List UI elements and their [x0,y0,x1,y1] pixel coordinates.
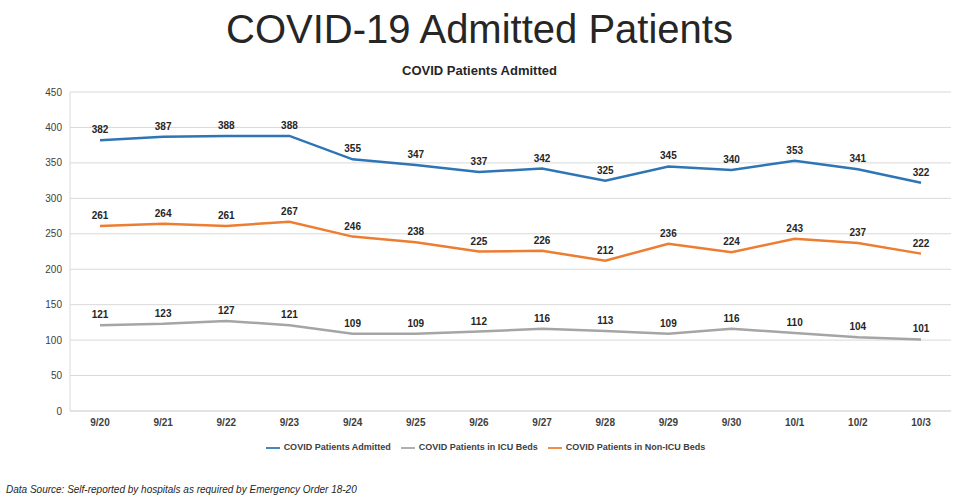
svg-text:116: 116 [534,313,551,324]
svg-text:388: 388 [218,120,235,131]
html-text:COVID Patients in Non-ICU Beds: COVID Patients in Non-ICU Beds [565,442,706,453]
svg-text:10/3: 10/3 [911,417,931,428]
svg-text:110: 110 [787,317,804,328]
svg-text:355: 355 [344,143,361,154]
svg-text:450: 450 [45,87,62,98]
svg-text:300: 300 [45,193,62,204]
svg-text:246: 246 [344,221,361,232]
svg-text:0: 0 [56,406,62,417]
svg-text:387: 387 [155,121,172,132]
svg-text:9/27: 9/27 [532,417,552,428]
svg-text:237: 237 [850,227,867,238]
svg-text:264: 264 [155,208,172,219]
svg-text:109: 109 [344,318,361,329]
svg-text:342: 342 [534,153,551,164]
svg-text:224: 224 [723,236,740,247]
svg-text:222: 222 [913,238,930,249]
svg-text:150: 150 [45,299,62,310]
svg-text:388: 388 [281,120,298,131]
svg-text:104: 104 [850,321,867,332]
svg-text:226: 226 [534,235,551,246]
html-text:COVID-19 Admitted Patients: COVID-19 Admitted Patients [226,7,733,51]
svg-text:353: 353 [786,145,803,156]
svg-text:9/26: 9/26 [469,417,489,428]
svg-text:345: 345 [660,150,677,161]
html-text:Data Source: Self-reported by: Data Source: Self-reported by hospitals … [6,484,357,495]
svg-text:9/25: 9/25 [406,417,426,428]
svg-text:9/23: 9/23 [280,417,300,428]
svg-text:341: 341 [850,153,867,164]
svg-text:123: 123 [155,308,172,319]
html-text:COVID Patients Admitted: COVID Patients Admitted [283,442,391,453]
svg-text:127: 127 [218,305,235,316]
svg-text:340: 340 [723,154,740,165]
svg-text:121: 121 [281,309,298,320]
svg-text:337: 337 [471,156,488,167]
svg-text:9/29: 9/29 [659,417,679,428]
svg-text:116: 116 [723,313,740,324]
svg-text:9/20: 9/20 [90,417,110,428]
svg-text:382: 382 [92,124,109,135]
svg-text:101: 101 [913,323,930,334]
svg-text:225: 225 [471,236,488,247]
svg-text:50: 50 [51,370,63,381]
html-text:COVID Patients Admitted: COVID Patients Admitted [402,63,557,78]
svg-text:9/21: 9/21 [153,417,173,428]
svg-text:109: 109 [407,318,424,329]
svg-text:267: 267 [281,206,298,217]
svg-text:347: 347 [407,149,424,160]
svg-text:9/30: 9/30 [722,417,742,428]
svg-text:243: 243 [786,223,803,234]
svg-text:325: 325 [597,165,614,176]
html-text:COVID Patients in ICU Beds: COVID Patients in ICU Beds [418,442,538,453]
svg-text:261: 261 [92,210,109,221]
svg-text:109: 109 [660,318,677,329]
svg-text:9/24: 9/24 [343,417,363,428]
svg-text:121: 121 [92,309,109,320]
svg-text:100: 100 [45,335,62,346]
svg-text:350: 350 [45,157,62,168]
svg-text:113: 113 [597,315,614,326]
svg-text:238: 238 [407,226,424,237]
svg-text:322: 322 [913,167,930,178]
svg-text:236: 236 [660,228,677,239]
svg-text:200: 200 [45,264,62,275]
svg-text:112: 112 [471,316,488,327]
svg-text:250: 250 [45,228,62,239]
svg-text:9/22: 9/22 [217,417,237,428]
svg-text:212: 212 [597,245,614,256]
svg-text:261: 261 [218,210,235,221]
svg-text:10/1: 10/1 [785,417,805,428]
svg-text:400: 400 [45,122,62,133]
svg-text:9/28: 9/28 [595,417,615,428]
svg-text:10/2: 10/2 [848,417,868,428]
